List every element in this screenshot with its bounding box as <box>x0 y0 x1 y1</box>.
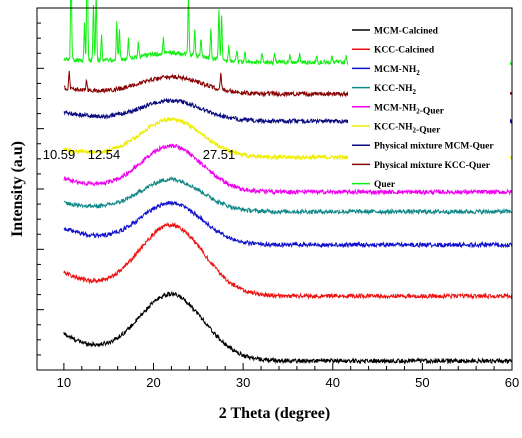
axes: 10 20 30 40 50 60 <box>36 7 519 390</box>
x-tick-label: 60 <box>505 375 519 390</box>
legend-label: KCC-NH2 <box>374 84 417 96</box>
series-line-5 <box>63 142 513 196</box>
legend-item: MCM-Calcined <box>352 27 439 37</box>
peak-annotation: 27.51 <box>203 147 236 162</box>
legend-label: MCM-NH2 <box>374 65 420 77</box>
x-tick-label: 10 <box>57 375 71 390</box>
x-tick-label: 30 <box>236 375 250 390</box>
legend-item: Physical mixture KCC-Quer <box>352 161 491 171</box>
peak-annotation: 10.59 <box>43 147 76 162</box>
series-line-2 <box>63 221 513 300</box>
legend-label: KCC-Calcined <box>374 46 435 56</box>
x-axis-title: 2 Theta (degree) <box>219 405 330 422</box>
legend-label: MCM-Calcined <box>374 27 439 37</box>
legend-label: MCM-NH2-Quer <box>374 103 445 116</box>
peak-annotation: 12.54 <box>88 147 121 162</box>
legend-item: KCC-NH2 <box>352 84 417 96</box>
legend-item: MCM-NH2 <box>352 65 420 77</box>
legend-label: KCC-NH2-Quer <box>374 123 441 136</box>
legend-label: Physical mixture MCM-Quer <box>374 142 494 152</box>
y-axis-title: Intensity (a.u) <box>9 141 26 237</box>
series-line-3 <box>63 200 513 249</box>
legend: MCM-Calcined KCC-Calcined MCM-NH2 KCC-NH2 MC… <box>352 27 494 190</box>
legend-item: MCM-NH2-Quer <box>352 103 445 116</box>
x-tick-label: 50 <box>415 375 429 390</box>
series-line-1 <box>63 290 513 365</box>
x-tick-label: 20 <box>146 375 160 390</box>
legend-label: Quer <box>374 180 396 190</box>
legend-item: KCC-NH2-Quer <box>352 123 441 136</box>
x-tick-label: 40 <box>326 375 340 390</box>
legend-item: KCC-Calcined <box>352 46 435 56</box>
legend-item: Physical mixture MCM-Quer <box>352 142 494 152</box>
legend-background <box>348 18 510 188</box>
legend-label: Physical mixture KCC-Quer <box>374 161 491 171</box>
annotation-layer: 10.59 12.54 27.51 <box>43 147 236 162</box>
legend-item: Quer <box>352 180 396 190</box>
series-line-4 <box>63 175 513 216</box>
